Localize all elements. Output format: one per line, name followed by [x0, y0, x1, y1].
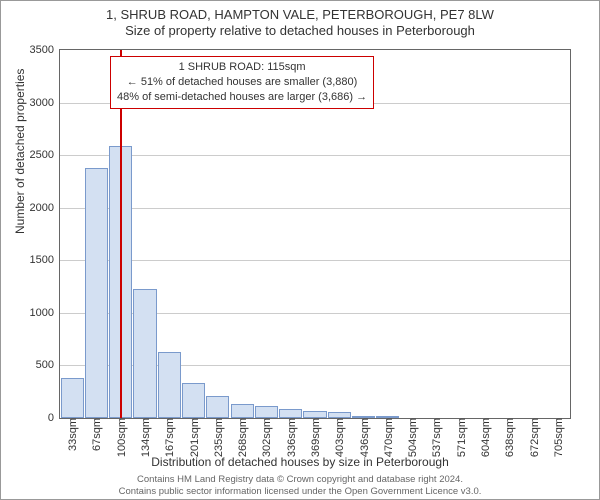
y-axis-label: Number of detached properties [13, 69, 27, 234]
y-tick-label: 1500 [30, 254, 60, 266]
footer-line-1: Contains HM Land Registry data © Crown c… [1, 474, 599, 485]
x-tick-label: 571sqm [454, 418, 468, 457]
x-tick-label: 302sqm [259, 418, 273, 457]
gridline-y [60, 260, 570, 261]
plot-wrap: 050010001500200025003000350033sqm67sqm10… [59, 49, 571, 419]
chart-titles: 1, SHRUB ROAD, HAMPTON VALE, PETERBOROUG… [1, 1, 599, 38]
x-tick-label: 604sqm [478, 418, 492, 457]
annotation-line: 48% of semi-detached houses are larger (… [117, 90, 367, 105]
x-tick-label: 67sqm [89, 418, 103, 451]
x-tick-label: 336sqm [284, 418, 298, 457]
histogram-bar [303, 411, 326, 418]
histogram-bar [206, 396, 229, 418]
histogram-bar [133, 289, 156, 418]
y-tick-label: 2500 [30, 149, 60, 161]
y-tick-label: 3000 [30, 97, 60, 109]
x-tick-label: 268sqm [235, 418, 249, 457]
x-tick-label: 369sqm [308, 418, 322, 457]
x-tick-label: 638sqm [502, 418, 516, 457]
histogram-bar [85, 168, 108, 418]
histogram-bar [61, 378, 84, 418]
x-tick-label: 235sqm [211, 418, 225, 457]
x-tick-label: 134sqm [138, 418, 152, 457]
chart-title-sub: Size of property relative to detached ho… [1, 23, 599, 38]
plot-area: 050010001500200025003000350033sqm67sqm10… [59, 49, 571, 419]
x-tick-label: 403sqm [332, 418, 346, 457]
x-tick-label: 33sqm [65, 418, 79, 451]
footer-line-2: Contains public sector information licen… [1, 486, 599, 497]
x-tick-label: 436sqm [357, 418, 371, 457]
annotation-line: 1 SHRUB ROAD: 115sqm [117, 60, 367, 75]
y-tick-label: 500 [36, 359, 60, 371]
x-tick-label: 504sqm [405, 418, 419, 457]
x-tick-label: 672sqm [527, 418, 541, 457]
x-tick-label: 537sqm [429, 418, 443, 457]
histogram-bar [231, 404, 254, 418]
y-tick-label: 1000 [30, 307, 60, 319]
x-tick-label: 167sqm [162, 418, 176, 457]
y-tick-label: 3500 [30, 44, 60, 56]
x-tick-label: 705sqm [551, 418, 565, 457]
histogram-bar [182, 383, 205, 418]
x-tick-label: 470sqm [381, 418, 395, 457]
histogram-bar [158, 352, 181, 418]
annotation-line: ← 51% of detached houses are smaller (3,… [117, 75, 367, 90]
chart-footer: Contains HM Land Registry data © Crown c… [1, 474, 599, 497]
y-tick-label: 2000 [30, 202, 60, 214]
gridline-y [60, 155, 570, 156]
gridline-y [60, 208, 570, 209]
annotation-box: 1 SHRUB ROAD: 115sqm← 51% of detached ho… [110, 56, 374, 109]
histogram-bar [255, 406, 278, 418]
x-axis-label: Distribution of detached houses by size … [1, 455, 599, 469]
x-tick-label: 201sqm [187, 418, 201, 457]
y-tick-label: 0 [48, 412, 60, 424]
histogram-bar [279, 409, 302, 418]
x-tick-label: 100sqm [114, 418, 128, 457]
chart-container: { "titles": { "main": "1, SHRUB ROAD, HA… [0, 0, 600, 500]
chart-title-main: 1, SHRUB ROAD, HAMPTON VALE, PETERBOROUG… [1, 7, 599, 22]
